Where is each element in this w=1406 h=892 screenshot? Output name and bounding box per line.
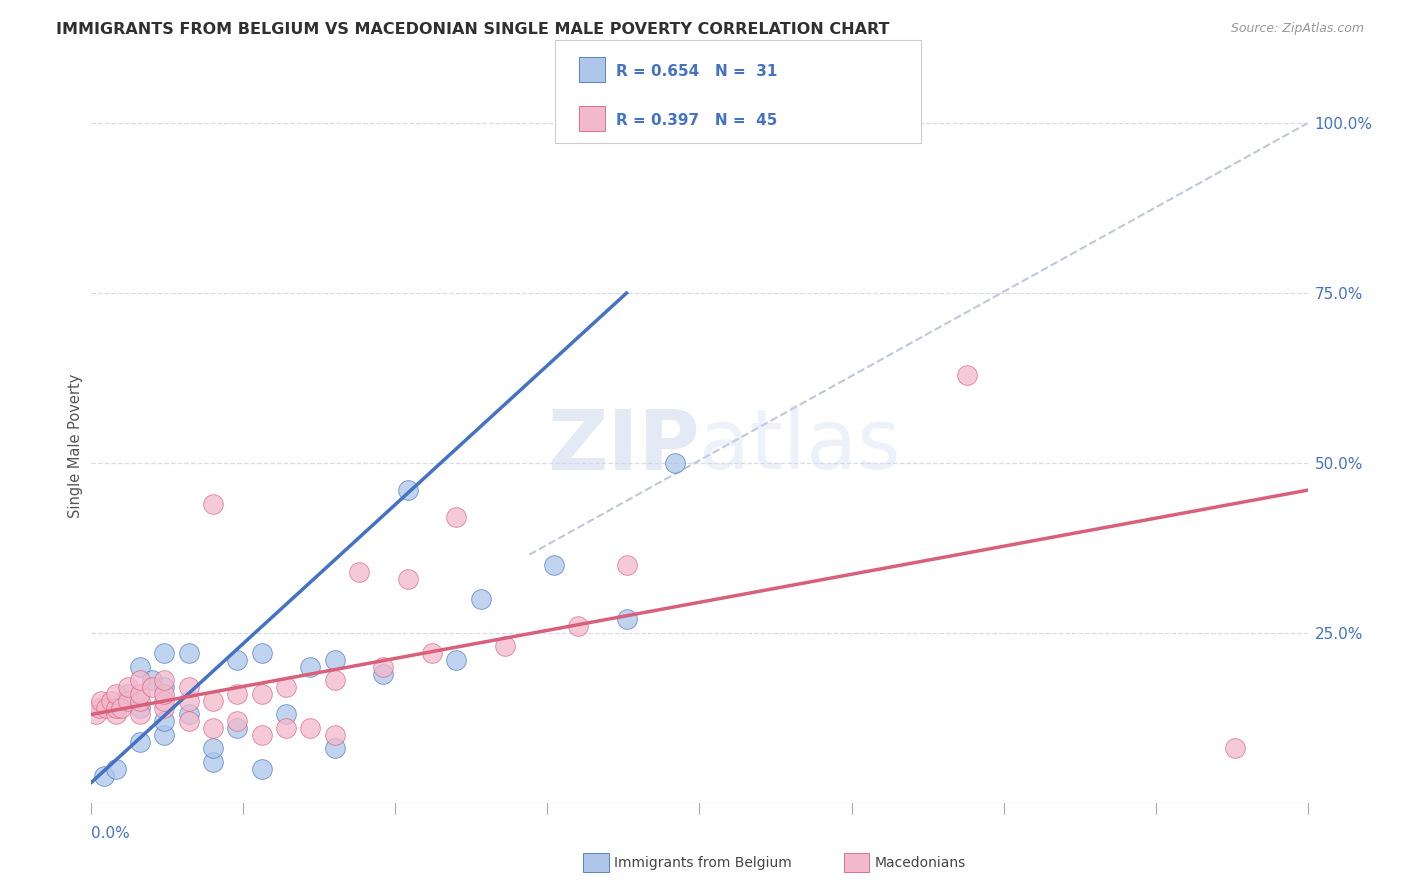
Point bbox=[93, 769, 115, 783]
Point bbox=[110, 700, 132, 714]
Point bbox=[87, 700, 110, 714]
Point bbox=[153, 646, 176, 660]
Point bbox=[129, 707, 152, 722]
Point bbox=[299, 721, 322, 735]
Point bbox=[117, 680, 139, 694]
Point bbox=[226, 721, 249, 735]
Point bbox=[396, 572, 419, 586]
Point bbox=[202, 694, 225, 708]
Point bbox=[177, 646, 200, 660]
Point bbox=[104, 687, 127, 701]
Point bbox=[250, 646, 273, 660]
Point bbox=[299, 660, 322, 674]
Point bbox=[94, 700, 117, 714]
Point bbox=[616, 558, 638, 572]
Point bbox=[226, 653, 249, 667]
Point bbox=[153, 700, 176, 714]
Point bbox=[153, 673, 176, 688]
Point bbox=[323, 741, 346, 756]
Point bbox=[129, 660, 152, 674]
Point bbox=[104, 700, 127, 714]
Point bbox=[226, 687, 249, 701]
Point bbox=[129, 687, 152, 701]
Point bbox=[104, 700, 127, 714]
Text: R = 0.654   N =  31: R = 0.654 N = 31 bbox=[616, 64, 778, 78]
Point bbox=[347, 565, 370, 579]
Point bbox=[177, 707, 200, 722]
Point bbox=[567, 619, 589, 633]
Point bbox=[664, 456, 686, 470]
Point bbox=[153, 687, 176, 701]
Point bbox=[274, 721, 297, 735]
Y-axis label: Single Male Poverty: Single Male Poverty bbox=[67, 374, 83, 518]
Point bbox=[373, 660, 395, 674]
Point bbox=[141, 680, 163, 694]
Point bbox=[274, 680, 297, 694]
Point bbox=[470, 591, 492, 606]
Point bbox=[323, 653, 346, 667]
Point bbox=[90, 694, 112, 708]
Point bbox=[202, 755, 225, 769]
Point bbox=[444, 510, 467, 524]
Point bbox=[1223, 741, 1246, 756]
Point bbox=[177, 680, 200, 694]
Point bbox=[153, 680, 176, 694]
Point bbox=[153, 694, 176, 708]
Point bbox=[250, 687, 273, 701]
Point bbox=[323, 673, 346, 688]
Point bbox=[250, 762, 273, 776]
Text: R = 0.397   N =  45: R = 0.397 N = 45 bbox=[616, 113, 778, 128]
Point bbox=[129, 673, 152, 688]
Point bbox=[129, 694, 152, 708]
Point bbox=[420, 646, 443, 660]
Text: atlas: atlas bbox=[699, 406, 901, 486]
Point bbox=[100, 694, 122, 708]
Point bbox=[84, 707, 107, 722]
Point bbox=[616, 612, 638, 626]
Point bbox=[129, 700, 152, 714]
Point bbox=[202, 721, 225, 735]
Point bbox=[104, 707, 127, 722]
Point bbox=[104, 762, 127, 776]
Point bbox=[117, 694, 139, 708]
Point bbox=[250, 728, 273, 742]
Text: Macedonians: Macedonians bbox=[875, 855, 966, 870]
Text: Immigrants from Belgium: Immigrants from Belgium bbox=[614, 855, 792, 870]
Point bbox=[129, 734, 152, 748]
Point bbox=[396, 483, 419, 498]
Point bbox=[494, 640, 516, 654]
Point bbox=[153, 728, 176, 742]
Point bbox=[202, 741, 225, 756]
Point bbox=[177, 714, 200, 729]
Point bbox=[202, 497, 225, 511]
Point bbox=[226, 714, 249, 729]
Point bbox=[956, 368, 979, 382]
Point bbox=[444, 653, 467, 667]
Point bbox=[117, 687, 139, 701]
Point bbox=[323, 728, 346, 742]
Point bbox=[177, 694, 200, 708]
Text: ZIP: ZIP bbox=[547, 406, 699, 486]
Point bbox=[141, 673, 163, 688]
Point bbox=[373, 666, 395, 681]
Point bbox=[543, 558, 565, 572]
Point bbox=[274, 707, 297, 722]
Text: 0.0%: 0.0% bbox=[91, 827, 131, 841]
Point bbox=[153, 714, 176, 729]
Text: Source: ZipAtlas.com: Source: ZipAtlas.com bbox=[1230, 22, 1364, 36]
Text: IMMIGRANTS FROM BELGIUM VS MACEDONIAN SINGLE MALE POVERTY CORRELATION CHART: IMMIGRANTS FROM BELGIUM VS MACEDONIAN SI… bbox=[56, 22, 890, 37]
